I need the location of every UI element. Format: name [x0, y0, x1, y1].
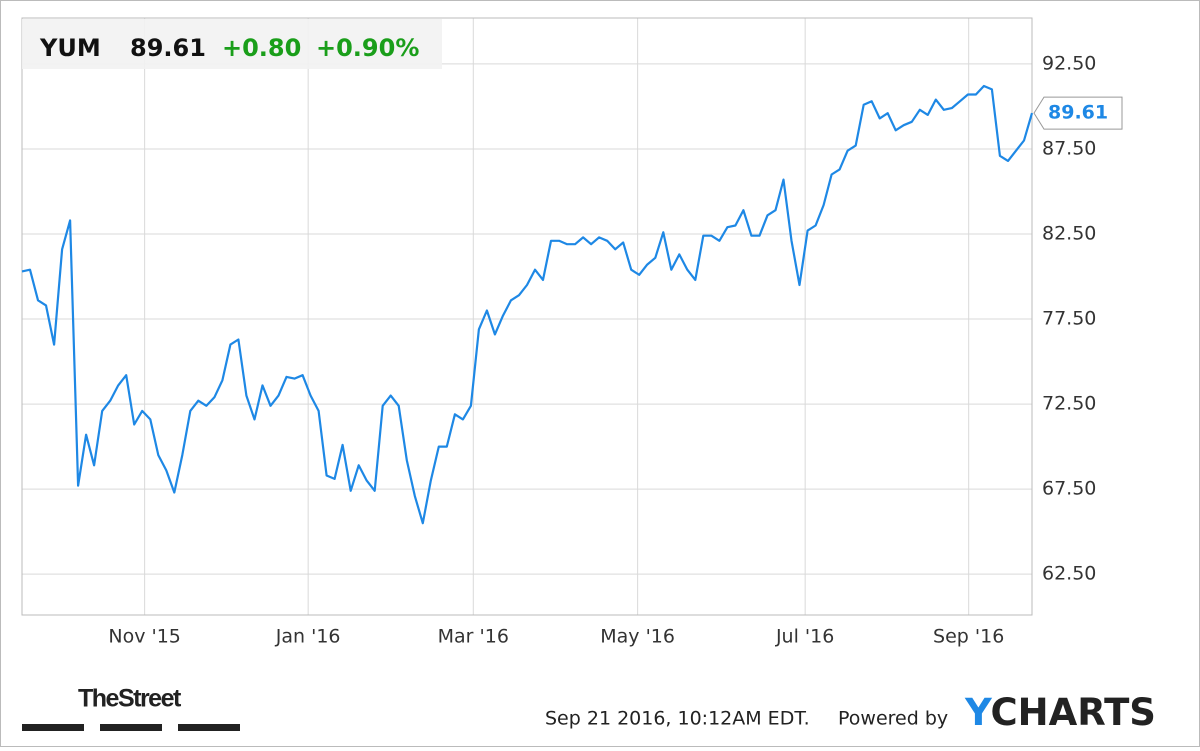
x-tick-label: Jul '16	[775, 626, 834, 648]
axes: 62.50 67.50 72.50 77.50 82.50 87.50 92.50 Nov '…	[108, 52, 1123, 648]
y-tick-label: 62.50	[1042, 563, 1096, 585]
price: 89.61	[130, 34, 206, 62]
header-box	[22, 19, 442, 69]
plot-border	[21, 17, 1033, 616]
logo-bar	[22, 724, 84, 731]
last-price-tag	[1033, 96, 1123, 130]
publisher-logo: TheStreet	[78, 685, 182, 713]
timestamp: Sep 21 2016, 10:12AM EDT.	[545, 708, 810, 730]
y-tick-label: 92.50	[1042, 52, 1096, 74]
y-tick-label: 87.50	[1042, 137, 1096, 159]
x-tick-label: Mar '16	[438, 626, 509, 648]
ticker: YUM	[39, 34, 101, 62]
x-tick-label: Jan '16	[275, 626, 341, 648]
logo-bar	[100, 724, 162, 731]
lines	[21, 84, 1034, 525]
logo-bar	[178, 724, 240, 731]
last-price-label: 89.61	[1048, 102, 1108, 124]
y-tick-label: 72.50	[1042, 393, 1096, 415]
y-tick-label: 77.50	[1042, 308, 1096, 330]
price-line	[21, 84, 1034, 525]
grid	[22, 18, 1032, 615]
change-pct: +0.90%	[316, 34, 419, 62]
powered-by: Powered by	[838, 708, 948, 730]
x-tick-label: Sep '16	[933, 626, 1004, 648]
y-tick-label: 82.50	[1042, 223, 1096, 245]
x-tick-label: Nov '15	[108, 626, 181, 648]
x-tick-label: May '16	[600, 626, 675, 648]
brand-logo: YCHARTS	[964, 691, 1156, 734]
y-tick-label: 67.50	[1042, 478, 1096, 500]
change: +0.80	[222, 34, 301, 62]
